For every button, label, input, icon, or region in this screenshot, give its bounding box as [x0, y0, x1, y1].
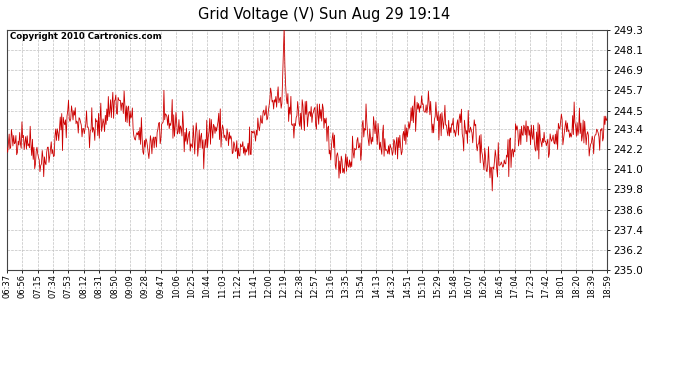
Text: Grid Voltage (V) Sun Aug 29 19:14: Grid Voltage (V) Sun Aug 29 19:14	[198, 8, 451, 22]
Text: Copyright 2010 Cartronics.com: Copyright 2010 Cartronics.com	[10, 32, 161, 41]
